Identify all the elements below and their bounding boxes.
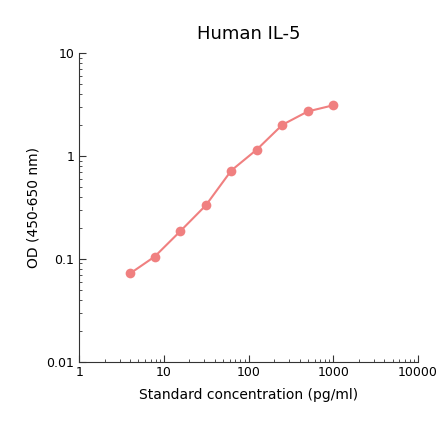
Y-axis label: OD (450-650 nm): OD (450-650 nm)	[27, 147, 41, 268]
Title: Human IL-5: Human IL-5	[197, 25, 301, 43]
X-axis label: Standard concentration (pg/ml): Standard concentration (pg/ml)	[139, 388, 358, 402]
